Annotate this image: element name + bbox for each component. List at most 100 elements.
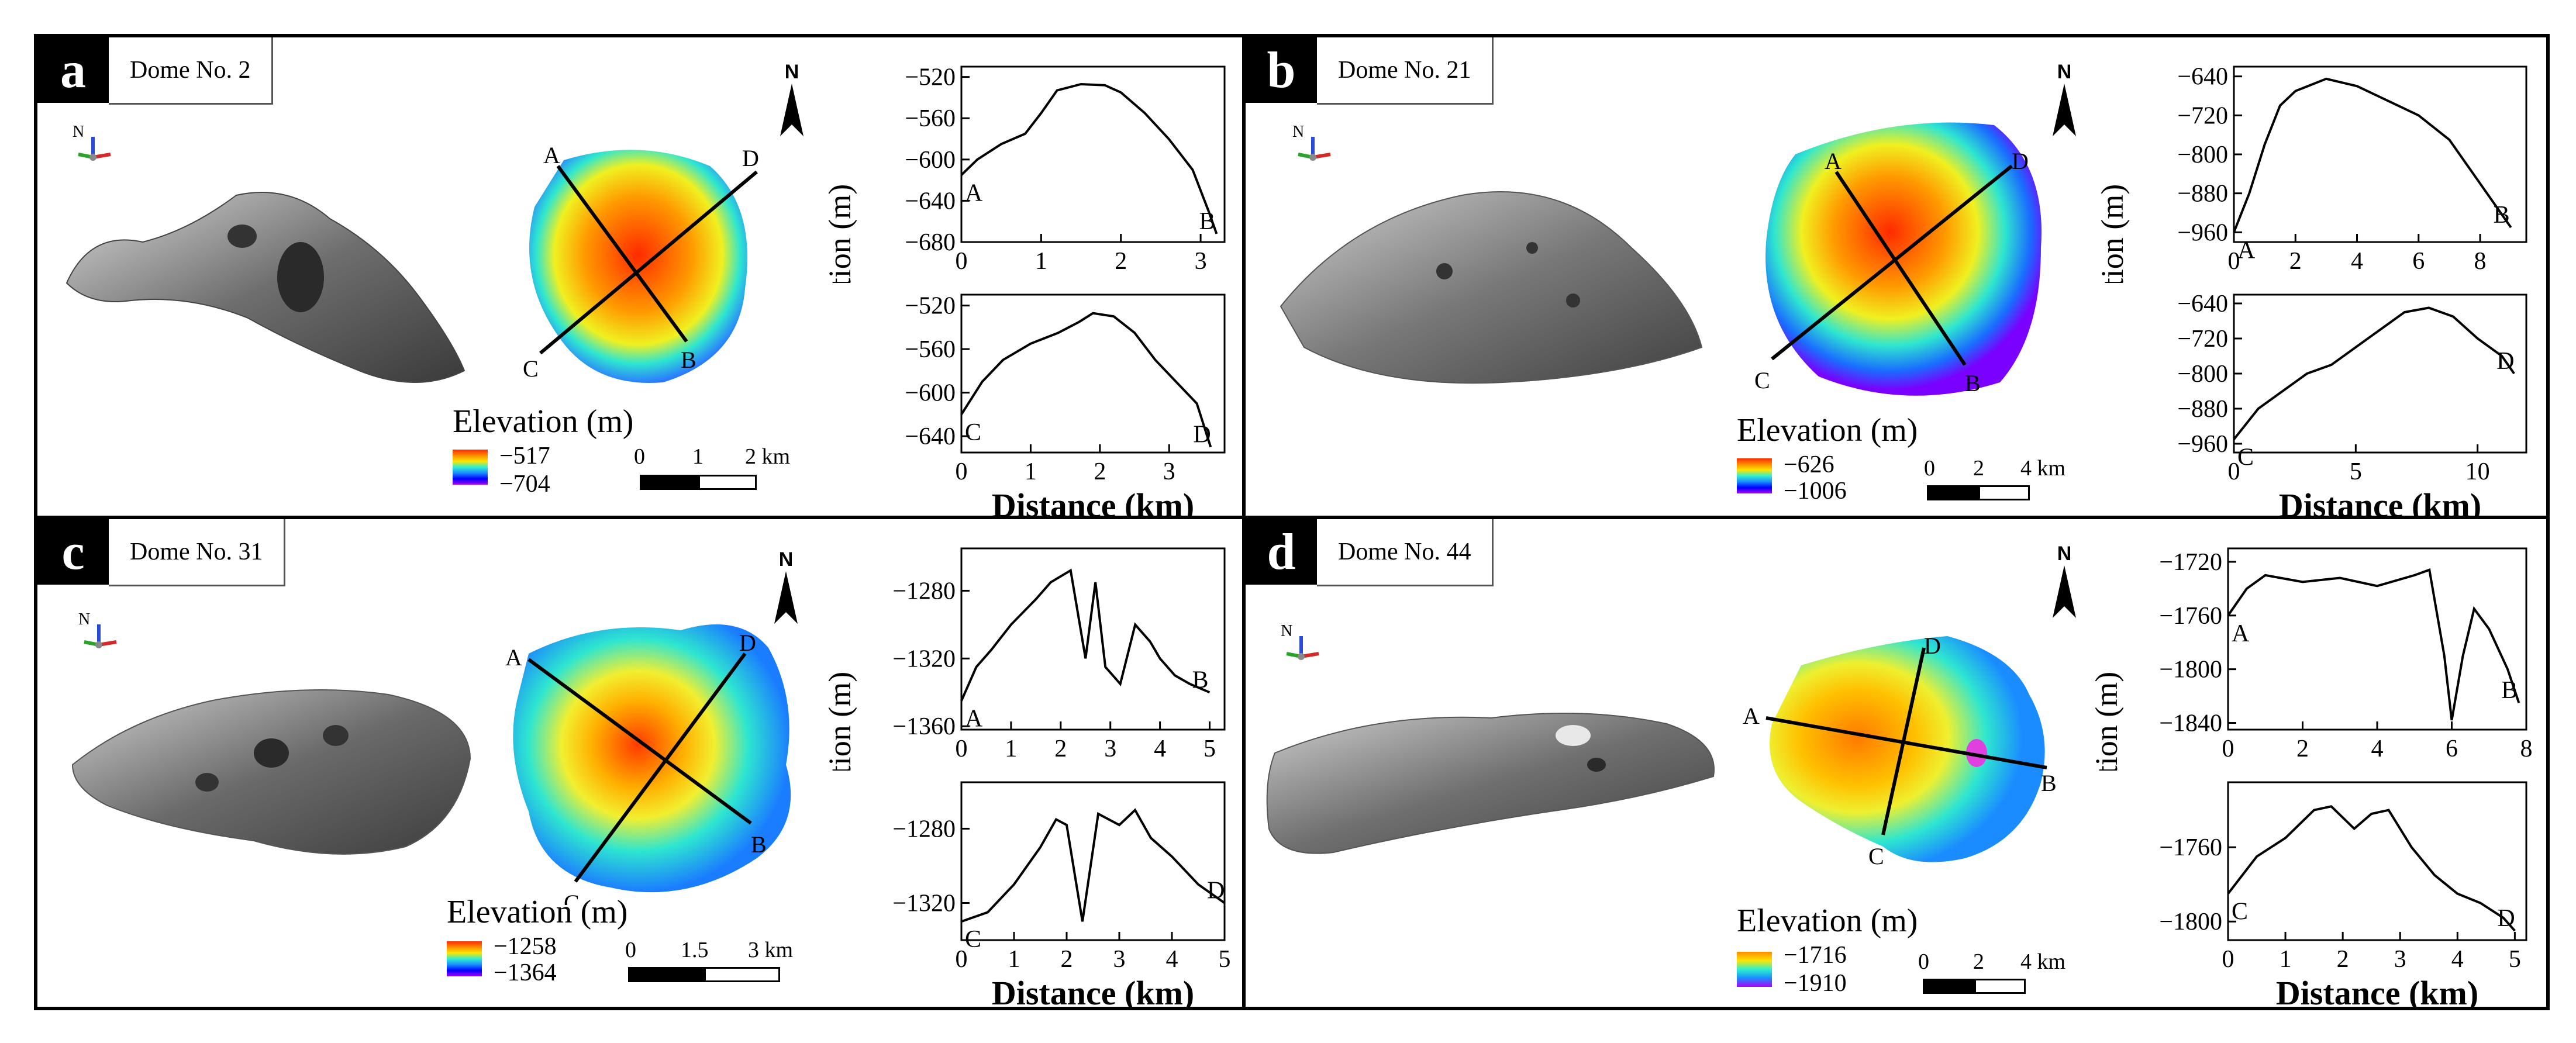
- y-tick-label: −640: [2177, 291, 2228, 317]
- profile-start-label: A: [965, 179, 983, 206]
- plot-frame: [2233, 65, 2527, 243]
- colorbar-max: −626: [1784, 451, 1834, 478]
- profile-line: [960, 312, 1212, 448]
- x-tick-label: 1: [1035, 248, 1047, 275]
- x-axis-label: Distance (km): [2276, 974, 2478, 1010]
- dome-title: Dome No. 2: [109, 37, 274, 105]
- x-tick-label: 0: [956, 458, 968, 485]
- scale-label-2: 2 km: [745, 444, 791, 469]
- x-tick-label: 0: [956, 248, 968, 275]
- dome-3d-render: [1269, 154, 1713, 400]
- x-tick-label: 1: [1005, 735, 1017, 762]
- profile-start-label: A: [2232, 620, 2250, 647]
- profile-end-label: D: [2497, 905, 2515, 932]
- colorbar-min: −1910: [1784, 970, 1847, 997]
- scale-label-2: 4 km: [2020, 456, 2066, 481]
- y-axis-label: Elevation (m): [822, 184, 857, 283]
- legend-title: Elevation (m): [447, 894, 628, 930]
- y-tick-label: −640: [905, 188, 956, 215]
- map-label-b: B: [2041, 770, 2057, 796]
- y-tick-label: −640: [905, 423, 956, 450]
- map-label-c: C: [523, 355, 539, 382]
- y-tick-label: −1320: [892, 645, 956, 672]
- scale-label-0: 0: [625, 938, 636, 962]
- y-tick-label: −520: [905, 64, 956, 91]
- profile-line: [2227, 805, 2516, 932]
- x-tick-label: 0: [2222, 946, 2234, 973]
- scale-label-1: 1.5: [681, 938, 709, 962]
- y-tick-label: −560: [905, 336, 956, 363]
- map-label-b: B: [681, 347, 696, 373]
- profile-line: [960, 568, 1211, 702]
- y-tick-label: −1280: [892, 578, 956, 605]
- x-tick-label: 5: [1219, 946, 1231, 973]
- x-tick-label: 0: [956, 946, 968, 973]
- y-tick-label: −1760: [2159, 603, 2222, 630]
- scale-bar: [640, 475, 757, 490]
- profile-end-label: D: [1193, 422, 1211, 448]
- y-tick-label: −1840: [2159, 710, 2222, 737]
- scale-label-0: 0: [1924, 456, 1935, 481]
- x-tick-label: 8: [2474, 248, 2487, 275]
- map-label-c: C: [1754, 367, 1770, 393]
- profile-end-label: B: [1199, 208, 1215, 235]
- dome-title: Dome No. 31: [109, 519, 286, 586]
- x-tick-label: 6: [2446, 735, 2458, 762]
- x-tick-label: 4: [2351, 248, 2363, 275]
- y-axis-label: Elevation (m): [2095, 184, 2130, 283]
- x-tick-label: 5: [2509, 946, 2521, 973]
- north-arrow-icon: N: [2047, 543, 2082, 627]
- elevation-colorbar: [1737, 458, 1772, 493]
- x-tick-label: 4: [2371, 735, 2384, 762]
- x-tick-label: 4: [2451, 946, 2464, 973]
- colorbar-min: −1364: [494, 959, 557, 986]
- profile-line: [2227, 568, 2520, 721]
- y-tick-label: −600: [905, 380, 956, 407]
- elevation-colorbar: [447, 941, 482, 976]
- x-tick-label: 2: [1061, 946, 1073, 973]
- plot-frame: [960, 547, 1226, 731]
- x-tick-label: 5: [2350, 458, 2362, 485]
- map-label-d: D: [742, 145, 759, 171]
- y-tick-label: −600: [905, 147, 956, 174]
- north-arrow-icon: N: [774, 61, 809, 145]
- y-tick-label: −680: [905, 229, 956, 256]
- x-tick-label: 0: [2228, 248, 2240, 275]
- scale-label-1: 2: [1973, 456, 1984, 481]
- colorbar-min: −1006: [1784, 478, 1847, 505]
- y-tick-label: −720: [2177, 102, 2228, 129]
- colorbar-max: −517: [499, 443, 550, 469]
- y-tick-label: −520: [905, 293, 956, 320]
- x-axis-label: Distance (km): [992, 974, 1194, 1010]
- plot-frame: [2227, 781, 2527, 941]
- scale-bar: [1923, 979, 2026, 994]
- x-tick-label: 2: [2337, 946, 2349, 973]
- dome-title: Dome No. 21: [1317, 37, 1494, 105]
- axes-gizmo-icon: N: [1281, 119, 1345, 172]
- dome-3d-render: [55, 148, 476, 394]
- y-tick-label: −1800: [2159, 909, 2222, 935]
- map-label-b: B: [751, 831, 767, 858]
- map-label-d: D: [739, 630, 756, 656]
- profile-start-label: A: [965, 706, 983, 733]
- profile-end-label: B: [2494, 202, 2510, 229]
- y-tick-label: −1320: [892, 890, 956, 917]
- profile-end-label: D: [2496, 348, 2514, 375]
- x-tick-label: 0: [2222, 735, 2234, 762]
- gizmo-n-label: N: [1292, 123, 1304, 141]
- legend-title: Elevation (m): [1737, 903, 1918, 939]
- legend-title: Elevation (m): [453, 403, 634, 440]
- panel-a: a Dome No. 2 N A B C D N Elevation (m) −51…: [34, 34, 1246, 523]
- x-tick-label: 0: [956, 735, 968, 762]
- y-tick-label: −960: [2177, 431, 2228, 458]
- x-tick-label: 1: [1025, 458, 1037, 485]
- y-tick-label: −1280: [892, 816, 956, 842]
- north-arrow-icon: N: [2047, 61, 2082, 145]
- y-tick-label: −880: [2177, 396, 2228, 423]
- plot-frame: [960, 781, 1226, 941]
- panel-letter: a: [37, 37, 109, 103]
